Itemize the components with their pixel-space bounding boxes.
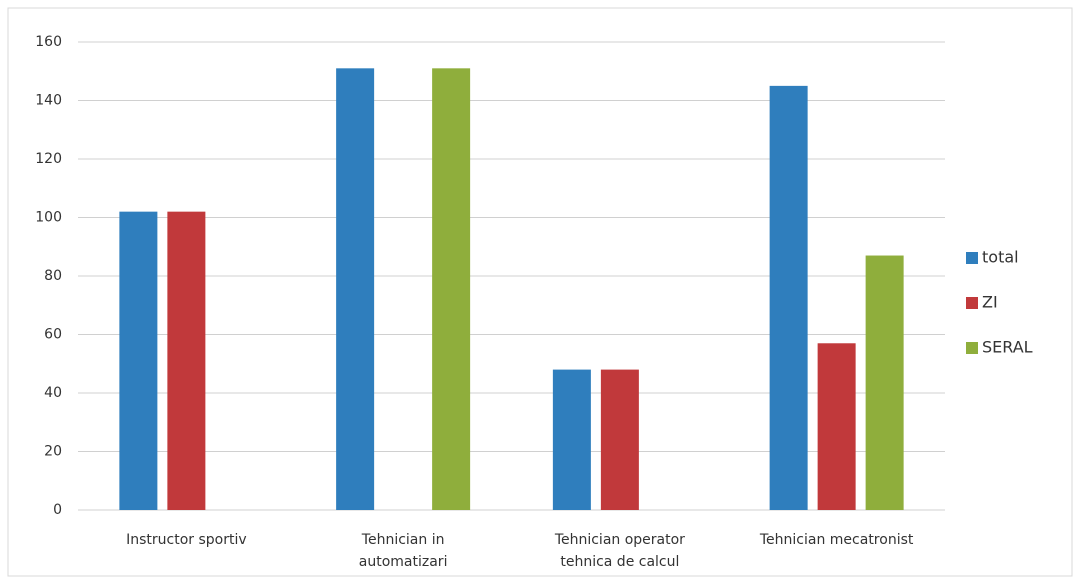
x-tick-label: Tehnician mecatronist — [759, 532, 914, 548]
bar — [432, 68, 471, 510]
x-tick-label: Tehnician operator tehnica de calcul — [554, 532, 685, 570]
y-tick-label: 80 — [44, 268, 62, 284]
bar — [336, 68, 375, 510]
bar — [600, 369, 639, 510]
y-tick-label: 0 — [53, 502, 62, 518]
legend-swatch — [966, 252, 978, 264]
legend-swatch — [966, 342, 978, 354]
bar — [769, 85, 808, 510]
y-tick-label: 60 — [44, 327, 62, 343]
bar — [817, 343, 856, 510]
y-tick-label: 140 — [35, 93, 62, 109]
legend-label: ZI — [982, 293, 998, 312]
y-tick-label: 160 — [35, 34, 62, 50]
bar — [552, 369, 591, 510]
x-tick-label: Instructor sportiv — [126, 532, 247, 548]
legend-label: total — [982, 248, 1019, 267]
y-tick-label: 20 — [44, 444, 62, 460]
bar — [167, 211, 206, 510]
y-tick-label: 40 — [44, 385, 62, 401]
y-tick-label: 120 — [35, 151, 62, 167]
legend-label: SERAL — [982, 338, 1033, 357]
bar — [865, 255, 904, 510]
bar — [119, 211, 158, 510]
y-tick-label: 100 — [35, 210, 62, 226]
legend-swatch — [966, 297, 978, 309]
x-tick-label: Tehnician in automatizari — [359, 532, 448, 570]
